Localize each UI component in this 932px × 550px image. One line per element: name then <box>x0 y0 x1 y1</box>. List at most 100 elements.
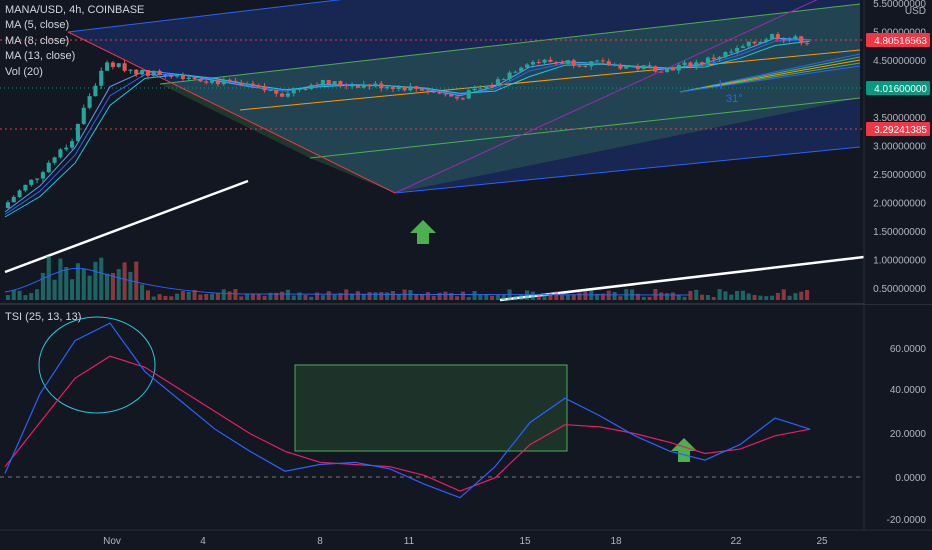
channel-line-orange <box>239 49 861 111</box>
volume-bar <box>40 272 45 300</box>
volume-bar <box>215 293 220 300</box>
candle-body <box>297 88 302 90</box>
time-tick-label: 8 <box>317 536 323 547</box>
currency-label: USD <box>905 6 926 17</box>
tsi-axis[interactable]: 60.0000 40.0000 20.0000 0.0000 -20.0000 <box>887 344 927 526</box>
volume-bar <box>128 271 133 300</box>
drawing-layer: 31° <box>0 0 865 462</box>
time-axis-labels: Nov 4 8 11 15 18 22 25 <box>103 536 828 547</box>
candle-body <box>653 66 658 72</box>
price-tick-label: 3.00000000 <box>873 142 926 153</box>
candle-body <box>507 72 512 80</box>
candle-body <box>140 70 145 75</box>
trendline-right <box>499 255 865 302</box>
candle-body <box>385 87 390 89</box>
volume-bar <box>723 291 728 300</box>
volume-bar <box>291 295 296 300</box>
volume-bar <box>577 292 582 300</box>
candle-body <box>752 41 757 44</box>
indicator-ma5[interactable]: MA (5, close) <box>5 19 70 32</box>
indicator-ma13[interactable]: MA (13, close) <box>5 50 76 63</box>
candle-body <box>723 52 728 58</box>
volume-bar <box>455 296 460 300</box>
volume-bar <box>478 294 483 300</box>
candle-body <box>700 62 705 64</box>
candle-body <box>437 91 442 94</box>
volume-bar <box>525 290 530 300</box>
blue-channel-fill <box>68 0 860 193</box>
volume-bar <box>204 293 209 300</box>
volume-bar <box>5 295 10 300</box>
volume-bar <box>560 293 565 300</box>
time-tick-label: 25 <box>816 536 828 547</box>
candle-body <box>787 38 792 41</box>
volume-bar <box>466 296 471 300</box>
candle-body <box>799 36 804 44</box>
candle-body <box>17 190 22 197</box>
price-tick-label: 1.50000000 <box>873 227 926 238</box>
candle-body <box>501 79 506 81</box>
candle-body <box>764 39 769 42</box>
candle-body <box>315 84 320 86</box>
symbol-title[interactable]: MANA/USD, 4h, COINBASE <box>5 4 145 16</box>
candle-body <box>630 66 635 68</box>
volume-bar <box>338 293 343 300</box>
candle-body <box>659 71 664 73</box>
candle-body <box>554 61 559 63</box>
up-arrow-icon <box>410 220 436 244</box>
candle-body <box>740 46 745 48</box>
candle-body <box>735 47 740 52</box>
candle-body <box>175 75 180 77</box>
tsi-tick-label: 0.0000 <box>895 473 926 484</box>
volume-bar <box>87 275 92 300</box>
volume-bar <box>367 292 372 300</box>
volume-bar <box>793 293 798 300</box>
candle-body <box>472 88 477 91</box>
candle-body <box>70 141 75 148</box>
candle-body <box>775 34 780 40</box>
candle-body <box>711 57 716 60</box>
volume-bar <box>805 290 810 300</box>
fan-line-red <box>67 31 396 194</box>
tsi-highlight-box <box>294 364 568 452</box>
volume-bar <box>700 294 705 300</box>
up-arrow-icon <box>671 438 697 462</box>
candle-body <box>513 71 518 73</box>
indicator-ma8[interactable]: MA (8, close) <box>5 34 70 47</box>
tsi-pane <box>0 316 864 499</box>
volume-bar <box>530 291 535 300</box>
tsi-legend[interactable]: TSI (25, 13, 13) <box>5 311 82 323</box>
volume-bar <box>682 296 687 300</box>
candle-body <box>373 83 378 87</box>
candle-body <box>163 75 168 77</box>
candle-body <box>221 79 226 85</box>
volume-ma-line <box>4 268 691 296</box>
time-axis[interactable] <box>0 529 932 550</box>
candle-body <box>169 75 174 77</box>
price-tag-bg <box>866 33 930 47</box>
volume-bar <box>729 294 734 300</box>
volume-bar <box>192 289 197 300</box>
volume-bar <box>490 295 495 300</box>
channel-line-bottom <box>394 146 861 194</box>
volume-bar <box>309 296 314 300</box>
volume-bar <box>64 267 69 300</box>
volume-bar <box>542 293 547 300</box>
fan-line-5 <box>679 65 861 93</box>
candle-body <box>29 179 34 185</box>
price-axis[interactable]: 5.500000005.000000004.500000004.00000000… <box>863 0 932 530</box>
indicator-volume[interactable]: Vol (20) <box>5 65 43 78</box>
angle-label: 31° <box>726 93 743 105</box>
candle-body <box>484 85 489 89</box>
price-tag-bg <box>866 122 930 136</box>
candle-body <box>455 96 460 99</box>
volume-bar <box>414 294 419 300</box>
volume-bar <box>332 294 337 300</box>
volume-bar <box>618 296 623 300</box>
candle-body <box>402 86 407 91</box>
volume-bar <box>449 293 454 300</box>
candle-body <box>245 83 250 85</box>
candle-body <box>565 60 570 64</box>
volume-bar <box>735 291 740 300</box>
